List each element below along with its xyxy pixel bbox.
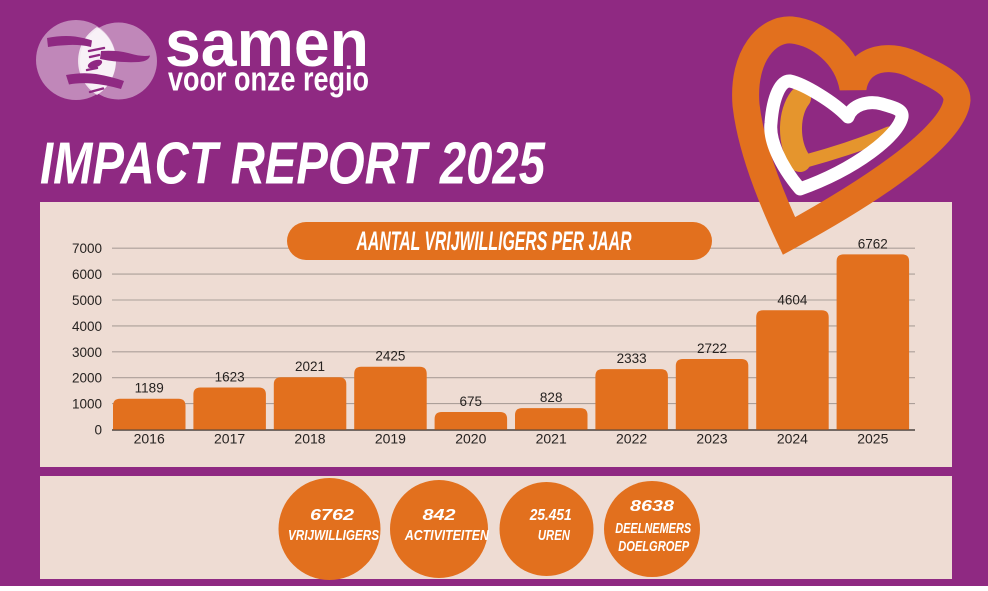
svg-text:2722: 2722: [697, 341, 727, 356]
svg-text:IMPACT REPORT 2025: IMPACT REPORT 2025: [40, 130, 546, 197]
svg-text:6762: 6762: [858, 236, 888, 251]
svg-text:2022: 2022: [616, 431, 647, 447]
svg-text:samen: samen: [165, 6, 369, 80]
svg-text:VRIJWILLIGERS: VRIJWILLIGERS: [288, 527, 379, 544]
svg-text:0: 0: [94, 423, 102, 438]
svg-text:DEELNEMERS: DEELNEMERS: [615, 521, 691, 537]
svg-text:6762: 6762: [310, 507, 354, 524]
svg-text:2021: 2021: [536, 431, 567, 447]
svg-text:2333: 2333: [617, 351, 647, 366]
svg-text:3000: 3000: [72, 345, 102, 360]
svg-text:2020: 2020: [455, 431, 486, 447]
svg-text:2025: 2025: [857, 431, 888, 447]
svg-text:7000: 7000: [72, 241, 102, 256]
svg-text:AANTAL VRIJWILLIGERS PER JAAR: AANTAL VRIJWILLIGERS PER JAAR: [356, 226, 632, 256]
svg-text:4000: 4000: [72, 319, 102, 334]
svg-text:2023: 2023: [696, 431, 727, 447]
svg-text:2016: 2016: [134, 431, 165, 447]
svg-text:5000: 5000: [72, 293, 102, 308]
svg-text:ACTIVITEITEN: ACTIVITEITEN: [404, 527, 490, 544]
svg-text:1623: 1623: [215, 370, 245, 385]
svg-text:UREN: UREN: [538, 527, 571, 544]
svg-text:4604: 4604: [777, 292, 808, 307]
svg-text:2000: 2000: [72, 371, 102, 386]
svg-text:2021: 2021: [295, 359, 325, 374]
svg-text:2018: 2018: [294, 431, 325, 447]
svg-text:1189: 1189: [135, 381, 164, 396]
svg-text:2019: 2019: [375, 431, 406, 447]
svg-text:2425: 2425: [375, 349, 405, 364]
svg-text:25.451: 25.451: [529, 507, 572, 524]
svg-text:1000: 1000: [72, 397, 102, 412]
svg-text:842: 842: [423, 507, 456, 524]
svg-text:2017: 2017: [214, 431, 245, 447]
svg-text:6000: 6000: [72, 267, 102, 282]
svg-text:675: 675: [460, 394, 483, 409]
svg-text:2024: 2024: [777, 431, 808, 447]
svg-text:828: 828: [540, 390, 563, 405]
svg-text:8638: 8638: [630, 498, 674, 515]
svg-text:DOELGROEP: DOELGROEP: [618, 539, 689, 555]
svg-text:voor onze regio: voor onze regio: [168, 61, 369, 99]
